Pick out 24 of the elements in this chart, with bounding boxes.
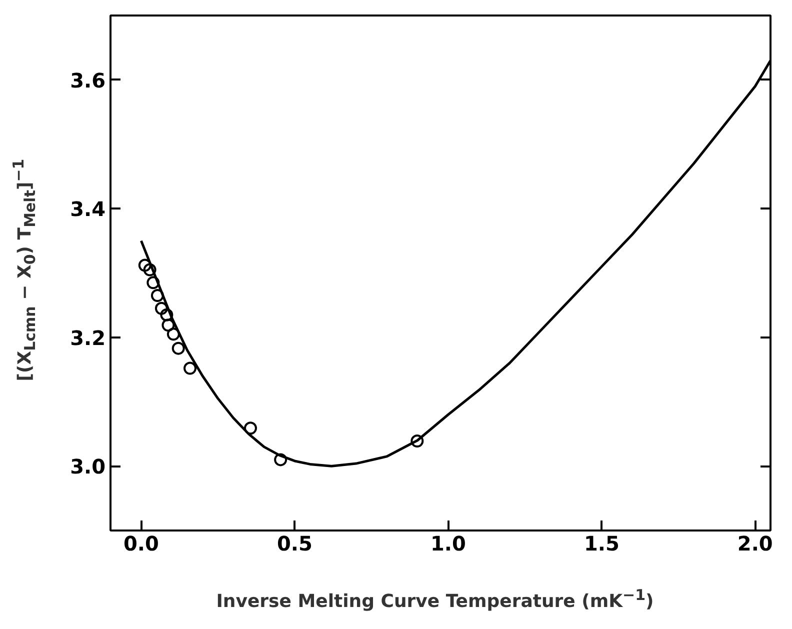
point [274, 453, 288, 466]
point [166, 328, 180, 341]
x-axis-title: Inverse Melting Curve Temperature (mK$^{−1}$) [216, 585, 654, 614]
point [143, 263, 156, 276]
x-tick-label: 2.0 [737, 532, 773, 556]
point [162, 318, 175, 332]
y-tick-label: 3.4 [70, 197, 106, 222]
point [172, 342, 185, 355]
x-tick-label: 1.5 [584, 532, 620, 556]
point [150, 289, 164, 302]
point [138, 258, 152, 272]
x-tick-label: 1.0 [430, 532, 466, 556]
line-series [140, 59, 770, 468]
y-tick-label: 3.2 [70, 326, 106, 350]
point [154, 302, 168, 315]
point [184, 362, 197, 375]
point [244, 422, 257, 435]
y-tick-label: 3.6 [70, 68, 106, 92]
point [146, 276, 160, 290]
x-tick-label: 0.5 [276, 532, 312, 556]
y-tick-label: 3.0 [70, 454, 106, 479]
point [160, 308, 174, 322]
x-tick-label: 0.0 [123, 532, 159, 556]
point [410, 434, 424, 448]
